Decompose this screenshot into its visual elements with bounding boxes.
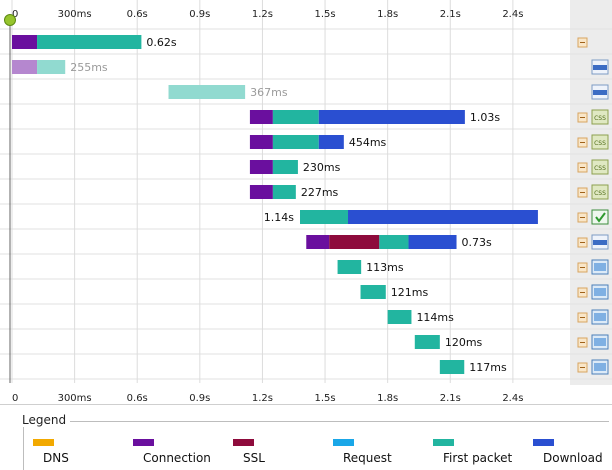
bar-duration-label: 1.14s: [264, 211, 294, 224]
bar-duration-label: 113ms: [366, 261, 404, 274]
bar-duration-label: 121ms: [391, 286, 429, 299]
bar-duration-label: 227ms: [301, 186, 339, 199]
bar-duration-label: 367ms: [250, 86, 288, 99]
bar-duration-label: 1.03s: [470, 111, 500, 124]
bar-segment-download: [318, 110, 465, 124]
html-icon-band: [593, 240, 607, 245]
legend-item-connection: Connection: [133, 439, 211, 465]
legend-swatch-download: [533, 439, 554, 446]
legend-label-first-packet: First packet: [443, 451, 513, 465]
tick-label-top: 300ms: [58, 9, 92, 20]
legend-item-download: Download: [533, 439, 603, 465]
bar-duration-label: 120ms: [445, 336, 483, 349]
tick-label-bottom: 2.4s: [502, 393, 523, 404]
bar-segment-first-packet: [414, 335, 440, 349]
css-icon: [591, 159, 609, 175]
bar-segment-first-packet: [272, 160, 298, 174]
image-icon-inner: [594, 363, 606, 371]
tick-label-bottom: 0.6s: [127, 393, 148, 404]
bar-segment-first-packet: [337, 260, 362, 274]
bar-segment-download: [408, 235, 457, 249]
tick-label-top: 1.8s: [377, 9, 398, 20]
legend: Legend DNS Connection SSL Request First …: [8, 413, 609, 470]
bar-segment-first-packet: [360, 285, 386, 299]
tick-label-bottom: 2.1s: [440, 393, 461, 404]
legend-item-ssl: SSL: [233, 439, 265, 465]
bar-segment-first-packet: [272, 110, 319, 124]
legend-swatch-first-packet: [433, 439, 454, 446]
bar-segment-connection: [249, 135, 273, 149]
tick-label-top: 1.2s: [252, 9, 273, 20]
tick-label-top: 1.5s: [314, 9, 335, 20]
css-icon-text: CSS: [594, 115, 606, 122]
bar-duration-label: 454ms: [349, 136, 387, 149]
legend-item-first-packet: First packet: [433, 439, 512, 465]
bar-segment-first-packet: [379, 235, 409, 249]
image-icon-inner: [594, 338, 606, 346]
tick-label-top: 0.9s: [189, 9, 210, 20]
bar-duration-label: 0.73s: [462, 236, 492, 249]
bar-segment-ssl: [329, 235, 380, 249]
tick-label-bottom: 1.5s: [314, 393, 335, 404]
legend-swatch-request: [333, 439, 354, 446]
bar-segment-first-packet: [272, 185, 296, 199]
tick-label-bottom: 1.8s: [377, 393, 398, 404]
tick-label-top: 2.1s: [440, 9, 461, 20]
tick-label-top: 0.6s: [127, 9, 148, 20]
css-icon-text: CSS: [594, 140, 606, 147]
bar-duration-label: 117ms: [469, 361, 507, 374]
css-icon: [591, 109, 609, 125]
html-icon-band: [593, 90, 607, 95]
bar-segment-connection: [249, 185, 273, 199]
tick-label-bottom: 300ms: [58, 393, 92, 404]
tick-label-bottom: 0.9s: [189, 393, 210, 404]
legend-swatch-connection: [133, 439, 154, 446]
css-icon: [591, 134, 609, 150]
image-icon-inner: [594, 313, 606, 321]
bar-segment-first-packet: [300, 210, 349, 224]
bar-duration-label: 0.62s: [146, 36, 176, 49]
html-icon-band: [593, 65, 607, 70]
image-icon-inner: [594, 263, 606, 271]
css-icon-text: CSS: [594, 165, 606, 172]
tick-label-top: 0: [12, 9, 18, 20]
legend-label-request: Request: [343, 451, 392, 465]
section-divider: [0, 404, 612, 405]
legend-swatch-dns: [33, 439, 54, 446]
waterfall-chart: 0 0 300ms 300ms 0.6s 0.6s 0.9s 0.9s 1.2s 1.2s 1.5s…: [0, 0, 612, 404]
bar-segment-connection: [306, 235, 330, 249]
bar-segment-first-packet: [272, 135, 319, 149]
bar-segment-download: [348, 210, 538, 224]
legend-title: Legend: [8, 413, 71, 427]
bar-segment-first-packet: [37, 35, 142, 49]
legend-label-download: Download: [543, 451, 603, 465]
bar-segment-connection: [12, 60, 38, 74]
bar-duration-label: 255ms: [70, 61, 108, 74]
css-icon: [591, 184, 609, 200]
tick-label-top: 2.4s: [502, 9, 523, 20]
legend-label-ssl: SSL: [243, 451, 265, 465]
bar-segment-first-packet: [439, 360, 465, 374]
bar-segment-first-packet: [387, 310, 412, 324]
bar-segment-connection: [12, 35, 38, 49]
bar-segment-first-packet: [168, 85, 246, 99]
legend-label-connection: Connection: [143, 451, 211, 465]
image-icon-inner: [594, 288, 606, 296]
legend-swatch-ssl: [233, 439, 254, 446]
bar-duration-label: 230ms: [303, 161, 341, 174]
bar-segment-connection: [249, 110, 273, 124]
bar-segment-first-packet: [37, 60, 66, 74]
start-marker: [4, 14, 16, 26]
legend-label-dns: DNS: [43, 451, 69, 465]
bar-segment-download: [318, 135, 344, 149]
legend-item-request: Request: [333, 439, 392, 465]
tick-label-bottom: 1.2s: [252, 393, 273, 404]
script-icon-check: [595, 212, 606, 223]
css-icon-text: CSS: [594, 190, 606, 197]
tick-label-bottom: 0: [12, 393, 18, 404]
legend-item-dns: DNS: [33, 439, 69, 465]
script-icon: [591, 209, 609, 225]
bar-duration-label: 114ms: [416, 311, 454, 324]
bar-segment-connection: [249, 160, 273, 174]
